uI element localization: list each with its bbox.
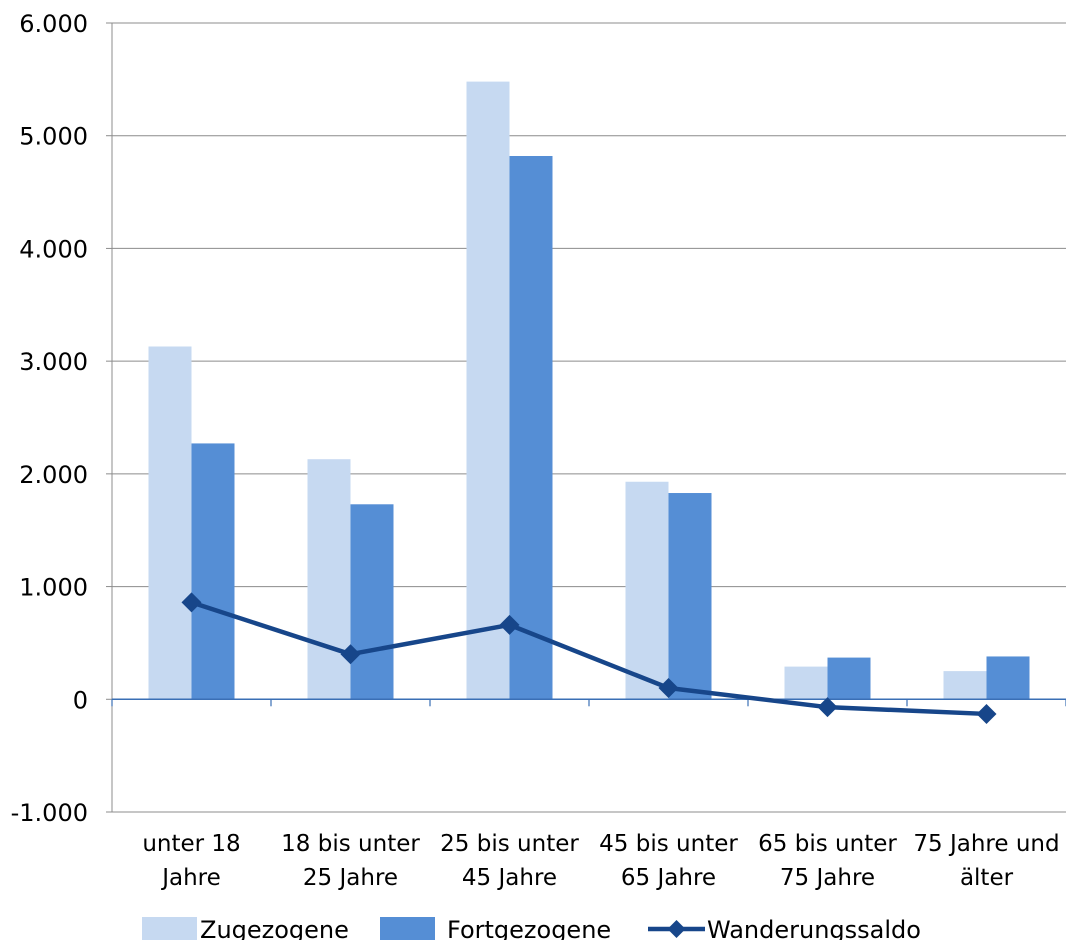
y-tick-label: 4.000 xyxy=(19,235,88,263)
bar-fortgezogene-5 xyxy=(827,657,871,700)
axes xyxy=(106,22,1066,813)
saldo-marker-3 xyxy=(499,614,520,635)
bar-zugezogene-2 xyxy=(307,459,351,700)
bars xyxy=(148,81,1030,700)
saldo-line-path xyxy=(190,600,987,717)
x-tick-label: 65 bis unter xyxy=(758,831,897,857)
y-tick-label: 0 xyxy=(73,686,88,714)
saldo-marker-4 xyxy=(658,678,679,699)
legend-label-wanderungssaldo: Wanderungssaldo xyxy=(707,916,921,940)
bar-fortgezogene-4 xyxy=(668,493,712,700)
x-tick-label: unter 18 xyxy=(142,831,240,857)
saldo-marker-5 xyxy=(817,697,838,718)
x-tick-label: 25 Jahre xyxy=(303,865,398,891)
legend-swatch-zugezogene xyxy=(142,917,197,940)
bar-zugezogene-6 xyxy=(943,671,987,700)
x-tick-label: 65 Jahre xyxy=(621,865,716,891)
bar-zugezogene-1 xyxy=(148,346,192,700)
y-tick-label: 5.000 xyxy=(19,123,88,151)
gridlines xyxy=(112,22,1066,813)
y-tick-labels: -1.000 0 1.000 2.000 3.000 4.000 5.000 6.000 xyxy=(11,10,88,827)
x-tick-label: Jahre xyxy=(160,865,221,891)
bar-zugezogene-4 xyxy=(625,481,669,700)
x-tick-label: älter xyxy=(960,865,1014,891)
legend-label-zugezogene: Zugezogene xyxy=(200,916,349,940)
y-tick-label: 2.000 xyxy=(19,461,88,489)
bar-fortgezogene-2 xyxy=(350,504,394,700)
bar-zugezogene-3 xyxy=(466,81,510,700)
x-tick-label: 75 Jahre und xyxy=(913,831,1059,857)
x-tick-label: 25 bis unter xyxy=(440,831,579,857)
bar-fortgezogene-1 xyxy=(191,443,235,700)
saldo-line xyxy=(181,592,997,724)
x-tick-label: 45 Jahre xyxy=(462,865,557,891)
x-tick-label: 18 bis unter xyxy=(281,831,420,857)
bar-zugezogene-5 xyxy=(784,666,828,700)
y-tick-label: 3.000 xyxy=(19,348,88,376)
x-tick-label: 45 bis unter xyxy=(599,831,738,857)
x-tick-label: 75 Jahre xyxy=(780,865,875,891)
x-tick-labels: unter 18 Jahre 18 bis unter 25 Jahre 25 bis … xyxy=(142,831,1059,891)
bar-fortgezogene-6 xyxy=(986,656,1030,700)
y-tick-label: -1.000 xyxy=(11,799,88,827)
legend-label-fortgezogene: Fortgezogene xyxy=(447,916,611,940)
saldo-marker-1 xyxy=(181,592,202,613)
y-tick-label: 1.000 xyxy=(19,574,88,602)
bar-fortgezogene-3 xyxy=(509,156,553,700)
y-tick-label: 6.000 xyxy=(19,10,88,38)
legend-swatch-fortgezogene xyxy=(380,917,435,940)
saldo-marker-6 xyxy=(976,703,997,724)
saldo-marker-2 xyxy=(340,644,361,665)
legend: Zugezogene Fortgezogene Wanderungssaldo xyxy=(142,916,921,940)
legend-marker-wanderungssaldo xyxy=(667,920,686,938)
